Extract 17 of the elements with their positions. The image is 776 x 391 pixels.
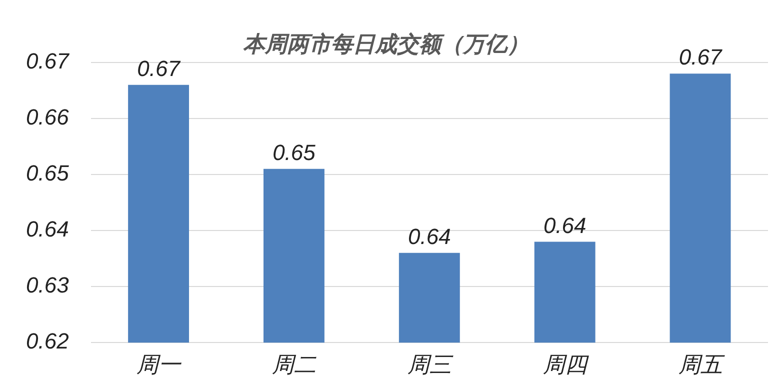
x-tick-label: 周二 xyxy=(272,352,317,377)
y-tick-label: 0.66 xyxy=(26,104,70,130)
y-tick-label: 0.62 xyxy=(26,328,69,354)
chart-title: 本周两市每日成交额（万亿） xyxy=(243,31,529,56)
x-tick-label: 周一 xyxy=(136,352,183,377)
x-tick-label: 周四 xyxy=(542,352,589,377)
y-tick-label: 0.63 xyxy=(26,272,70,298)
data-label: 0.67 xyxy=(678,44,722,70)
x-tick-label: 周五 xyxy=(678,352,726,377)
data-label: 0.65 xyxy=(272,140,316,165)
data-label: 0.64 xyxy=(408,224,451,250)
x-tick-label: 周三 xyxy=(407,352,454,377)
y-tick-label: 0.67 xyxy=(26,48,70,74)
data-label: 0.67 xyxy=(137,56,181,81)
y-tick-label: 0.65 xyxy=(26,160,70,186)
data-label: 0.64 xyxy=(543,212,586,238)
y-tick-label: 0.64 xyxy=(26,216,69,242)
